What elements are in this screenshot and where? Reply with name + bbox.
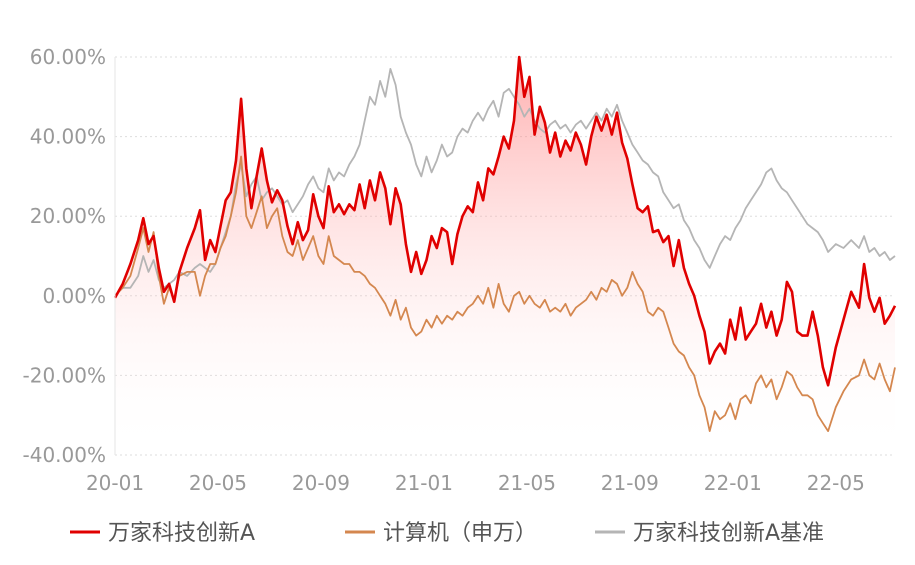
x-tick-label: 20-09	[292, 471, 350, 495]
x-tick-label: 21-01	[395, 471, 453, 495]
legend-label: 万家科技创新A基准	[633, 521, 824, 546]
y-tick-label: 40.00%	[30, 125, 106, 149]
x-tick-label: 20-05	[189, 471, 247, 495]
series-line-0	[113, 55, 897, 387]
y-tick-label: 60.00%	[30, 45, 106, 69]
series-line-2	[114, 68, 896, 297]
x-tick-label: 22-01	[704, 471, 762, 495]
legend-label: 万家科技创新A	[108, 521, 255, 546]
legend: 万家科技创新A 计算机（申万） 万家科技创新A基准	[70, 521, 824, 546]
x-tick-label: 20-01	[86, 471, 144, 495]
x-tick-label: 21-09	[601, 471, 659, 495]
x-axis: 20-01 20-05 20-09 21-01 21-05 21-09 22-01 22-05…	[86, 471, 865, 495]
x-tick-label: 21-05	[498, 471, 556, 495]
x-tick-label: 22-05	[807, 471, 865, 495]
series-area-0	[115, 57, 895, 455]
y-tick-label: -20.00%	[23, 363, 106, 387]
series-line-1	[114, 155, 896, 433]
series-lines	[113, 55, 897, 433]
legend-label: 计算机（申万）	[383, 521, 537, 546]
y-tick-label: 20.00%	[30, 204, 106, 228]
area-fill	[115, 57, 895, 455]
y-axis: 60.00% 40.00% 20.00% 0.00% -20.00% -40.00%	[23, 45, 116, 467]
y-tick-label: 0.00%	[42, 284, 106, 308]
y-tick-label: -40.00%	[23, 443, 106, 467]
